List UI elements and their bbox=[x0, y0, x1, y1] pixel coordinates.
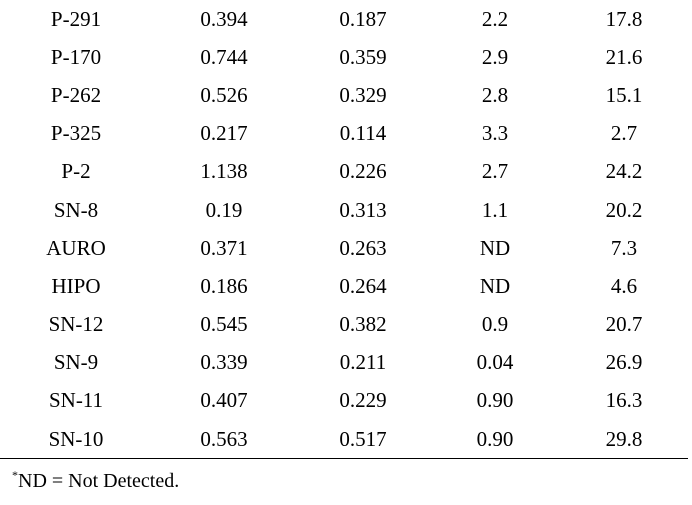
value-col2-cell: 0.229 bbox=[339, 388, 387, 413]
value-col3-cell: 2.7 bbox=[481, 159, 509, 184]
table-row: SN-11 0.407 0.229 0.90 16.3 bbox=[0, 382, 688, 420]
value-col3-cell: 2.9 bbox=[481, 44, 509, 69]
value-col2-cell: 0.313 bbox=[339, 197, 387, 222]
data-table: P-291 0.394 0.187 2.2 17.8 P-170 0.744 0.359 2.9… bbox=[0, 0, 688, 460]
sample-id-cell: P-2 bbox=[61, 159, 91, 184]
value-col3-cell: 2.2 bbox=[481, 6, 509, 31]
value-col2-cell: 0.517 bbox=[296, 420, 430, 460]
value-col1-cell: 0.744 bbox=[200, 44, 248, 69]
sample-id-cell: SN-9 bbox=[53, 350, 99, 375]
value-col4-cell: 16.3 bbox=[605, 388, 643, 413]
value-col2-cell: 0.187 bbox=[339, 6, 387, 31]
sample-id-cell: SN-12 bbox=[48, 312, 104, 337]
value-col3-cell: 2.8 bbox=[481, 82, 509, 107]
table-row: SN-12 0.545 0.382 0.9 20.7 bbox=[0, 306, 688, 344]
value-col1-cell: 0.186 bbox=[200, 273, 248, 298]
sample-id-cell: SN-11 bbox=[48, 388, 104, 413]
sample-id-cell: P-291 bbox=[50, 6, 102, 31]
value-col2-cell: 0.382 bbox=[339, 312, 387, 337]
value-col3-cell: 0.90 bbox=[430, 420, 560, 460]
value-col2-cell: 0.211 bbox=[339, 350, 387, 375]
value-col4-cell: 2.7 bbox=[610, 121, 638, 146]
value-col1-cell: 0.217 bbox=[200, 121, 248, 146]
sample-id-cell: HIPO bbox=[51, 273, 101, 298]
table-row: P-291 0.394 0.187 2.2 17.8 bbox=[0, 0, 688, 38]
table-row: SN-9 0.339 0.211 0.04 26.9 bbox=[0, 344, 688, 382]
value-col4-cell: 15.1 bbox=[605, 82, 643, 107]
value-col3-cell: 3.3 bbox=[481, 121, 509, 146]
table-row: AURO 0.371 0.263 ND 7.3 bbox=[0, 229, 688, 267]
table-row: P-325 0.217 0.114 3.3 2.7 bbox=[0, 115, 688, 153]
value-col2-cell: 0.114 bbox=[339, 121, 387, 146]
table-row: P-2 1.138 0.226 2.7 24.2 bbox=[0, 153, 688, 191]
value-col1-cell: 0.563 bbox=[152, 420, 296, 460]
value-col1-cell: 0.371 bbox=[200, 235, 248, 260]
value-col2-cell: 0.359 bbox=[339, 44, 387, 69]
value-col1-cell: 0.339 bbox=[200, 350, 248, 375]
value-col1-cell: 0.545 bbox=[200, 312, 248, 337]
value-col1-cell: 0.526 bbox=[200, 82, 248, 107]
table-row: HIPO 0.186 0.264 ND 4.6 bbox=[0, 267, 688, 305]
value-col3-cell: 1.1 bbox=[481, 197, 509, 222]
value-col4-cell: 24.2 bbox=[605, 159, 643, 184]
value-col4-cell: 20.7 bbox=[605, 312, 643, 337]
value-col4-cell: 7.3 bbox=[610, 235, 638, 260]
sample-id-cell: P-262 bbox=[50, 82, 102, 107]
footnote: *ND = Not Detected. bbox=[12, 468, 179, 493]
value-col4-cell: 17.8 bbox=[605, 6, 643, 31]
value-col2-cell: 0.263 bbox=[339, 235, 387, 260]
value-col3-cell: ND bbox=[479, 273, 511, 298]
sample-id-cell: AURO bbox=[46, 235, 106, 260]
sample-id-cell: SN-8 bbox=[53, 197, 99, 222]
value-col3-cell: 0.90 bbox=[476, 388, 514, 413]
table-row: SN-10 0.563 0.517 0.90 29.8 bbox=[0, 420, 688, 460]
sample-id-cell: P-170 bbox=[50, 44, 102, 69]
value-col1-cell: 0.19 bbox=[205, 197, 243, 222]
value-col1-cell: 1.138 bbox=[200, 159, 248, 184]
value-col4-cell: 29.8 bbox=[560, 420, 688, 460]
value-col2-cell: 0.264 bbox=[339, 273, 387, 298]
value-col4-cell: 20.2 bbox=[605, 197, 643, 222]
table-row: P-170 0.744 0.359 2.9 21.6 bbox=[0, 38, 688, 76]
value-col4-cell: 26.9 bbox=[605, 350, 643, 375]
table-row: SN-8 0.19 0.313 1.1 20.2 bbox=[0, 191, 688, 229]
footnote-text: ND = Not Detected. bbox=[18, 470, 180, 492]
sample-id-cell: P-325 bbox=[50, 121, 102, 146]
value-col2-cell: 0.226 bbox=[339, 159, 387, 184]
table-row: P-262 0.526 0.329 2.8 15.1 bbox=[0, 76, 688, 114]
value-col3-cell: 0.9 bbox=[481, 312, 509, 337]
value-col3-cell: ND bbox=[479, 235, 511, 260]
sample-id-cell: SN-10 bbox=[0, 420, 152, 460]
data-table-container: P-291 0.394 0.187 2.2 17.8 P-170 0.744 0.359 2.9… bbox=[0, 0, 688, 460]
value-col1-cell: 0.407 bbox=[200, 388, 248, 413]
value-col4-cell: 21.6 bbox=[605, 44, 643, 69]
value-col3-cell: 0.04 bbox=[476, 350, 514, 375]
value-col2-cell: 0.329 bbox=[339, 82, 387, 107]
value-col4-cell: 4.6 bbox=[610, 273, 638, 298]
value-col1-cell: 0.394 bbox=[200, 6, 248, 31]
table-body: P-291 0.394 0.187 2.2 17.8 P-170 0.744 0.359 2.9… bbox=[0, 0, 688, 460]
footnote-marker: * bbox=[12, 468, 18, 482]
